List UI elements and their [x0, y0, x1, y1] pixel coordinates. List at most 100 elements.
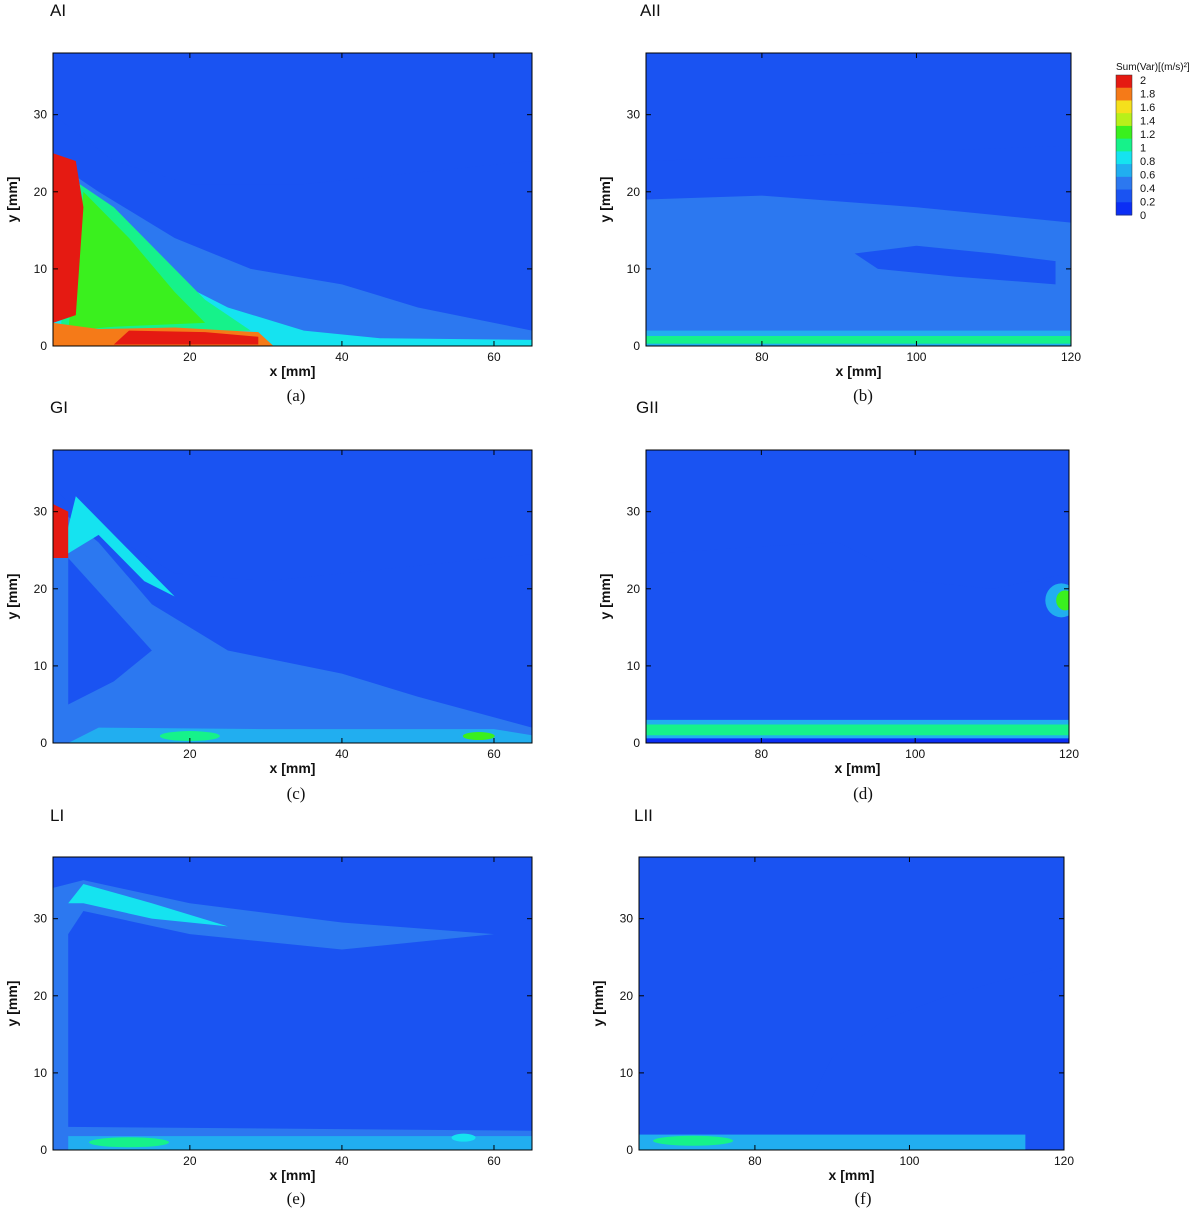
y-tick-label: 20: [620, 989, 634, 1003]
caption-d: (d): [853, 784, 873, 803]
contour-spot-1.0: [159, 731, 220, 742]
x-tick-label: 80: [755, 747, 769, 761]
contour-level-0.75-shear: [68, 883, 228, 927]
caption-e: (e): [286, 1189, 306, 1208]
y-tick-label: 30: [34, 912, 48, 926]
y-tick-label: 10: [34, 659, 48, 673]
colorbar-tick-label: 1.4: [1140, 116, 1155, 128]
colorbar-tick-label: 2: [1140, 75, 1146, 87]
x-tick-label: 100: [899, 1154, 919, 1168]
plot-frame: [638, 856, 1065, 1151]
caption-c: (c): [286, 784, 306, 803]
plot-frame: [52, 856, 533, 1151]
x-tick-label: 20: [183, 350, 197, 364]
y-axis-label: y [mm]: [590, 981, 606, 1027]
panel-title-f: LII: [634, 806, 653, 825]
contour-fill-5: [53, 857, 532, 1150]
x-tick-label: 100: [906, 350, 926, 364]
x-tick-label: 20: [183, 1154, 197, 1168]
x-tick-label: 120: [1061, 350, 1081, 364]
colorbar-band: [1116, 189, 1132, 203]
y-axis-label: y [mm]: [4, 574, 20, 620]
x-axis-label: x [mm]: [270, 760, 316, 776]
plot-frame: [52, 52, 533, 347]
y-tick-label: 30: [627, 505, 641, 519]
plot-frame: [52, 449, 533, 744]
colorbar-band: [1116, 176, 1132, 191]
caption-a: (a): [286, 386, 306, 405]
y-tick-label: 30: [34, 108, 48, 122]
contour-spot-1.0: [89, 1137, 170, 1148]
colorbar-tick-label: 1.8: [1140, 89, 1155, 101]
contour-level-0.45: [53, 503, 532, 743]
contour-level-0.8-shear: [60, 496, 175, 597]
panel-title-c: GI: [50, 398, 68, 417]
panel-title-a: AI: [50, 1, 67, 20]
contour-spot-1.2: [1056, 590, 1069, 611]
y-axis-label: y [mm]: [4, 981, 20, 1027]
colorbar-tick-label: 0.6: [1140, 170, 1155, 182]
y-tick-label: 30: [620, 912, 634, 926]
y-tick-label: 20: [627, 185, 641, 199]
colorbar-band: [1116, 202, 1132, 216]
x-tick-label: 80: [748, 1154, 762, 1168]
contour-level-2.0-wall: [113, 330, 259, 345]
contour-spot-1.2: [462, 732, 495, 741]
plot-frame: [645, 449, 1070, 744]
contour-level-0.0-wall: [646, 738, 1069, 743]
y-tick-label: 20: [34, 185, 48, 199]
x-tick-label: 60: [487, 1154, 501, 1168]
contour-level-0.9-wall: [646, 335, 1071, 344]
contour-level-0.22: [793, 964, 1064, 1135]
colorbar-band: [1116, 164, 1132, 178]
colorbar-title: Sum(Var)[(m/s)²]: [1116, 62, 1190, 73]
contour-level-2.0-jet: [53, 153, 84, 323]
contour-fill-2: [646, 53, 1071, 346]
x-tick-label: 40: [335, 1154, 349, 1168]
contour-fill-3: [53, 450, 532, 743]
y-tick-label: 0: [40, 339, 47, 353]
y-tick-label: 20: [627, 582, 641, 596]
x-tick-label: 20: [183, 747, 197, 761]
contour-level-0.35: [646, 195, 1071, 346]
colorbar-tick-label: 1: [1140, 143, 1146, 155]
y-axis-label: y [mm]: [4, 177, 20, 223]
colorbar-frame: [1115, 74, 1133, 216]
colorbar-tick-label: 0.2: [1140, 197, 1155, 209]
x-tick-label: 60: [487, 747, 501, 761]
contour-fill-6: [639, 857, 1064, 1150]
y-tick-label: 20: [34, 989, 48, 1003]
y-tick-label: 0: [633, 339, 640, 353]
x-tick-label: 40: [335, 747, 349, 761]
y-tick-label: 0: [40, 736, 47, 750]
contour-fill-1: [53, 53, 532, 346]
colorbar-band: [1116, 151, 1132, 165]
y-tick-label: 10: [34, 1066, 48, 1080]
colorbar-legend: Sum(Var)[(m/s)²] 2 1.81.6 1.41.2 10.8 0.60.4 0…: [1115, 62, 1190, 222]
x-tick-label: 60: [487, 350, 501, 364]
colorbar-tick-label: 1.6: [1140, 102, 1155, 114]
colorbar-tick-label: 0.4: [1140, 183, 1155, 195]
y-tick-label: 0: [40, 1143, 47, 1157]
contour-core-0.25: [68, 557, 152, 705]
colorbar-band: [1116, 138, 1132, 152]
y-tick-label: 20: [34, 582, 48, 596]
y-tick-label: 0: [633, 736, 640, 750]
contour-level-2.0-lip: [53, 503, 69, 558]
colorbar-tick-label: 1.2: [1140, 129, 1155, 141]
contour-spot-0.8: [451, 1133, 476, 1142]
colorbar-band: [1116, 113, 1132, 127]
caption-f: (f): [854, 1189, 872, 1208]
x-tick-label: 100: [905, 747, 925, 761]
y-tick-label: 10: [34, 262, 48, 276]
x-tick-label: 80: [755, 350, 769, 364]
contour-level-0.65-wall: [68, 727, 532, 743]
y-axis-label: y [mm]: [597, 177, 613, 223]
y-tick-label: 10: [620, 1066, 634, 1080]
panel-title-e: LI: [50, 806, 65, 825]
contour-island-0.25: [854, 245, 1056, 285]
contour-fill-4: [646, 450, 1069, 743]
y-tick-label: 30: [34, 505, 48, 519]
